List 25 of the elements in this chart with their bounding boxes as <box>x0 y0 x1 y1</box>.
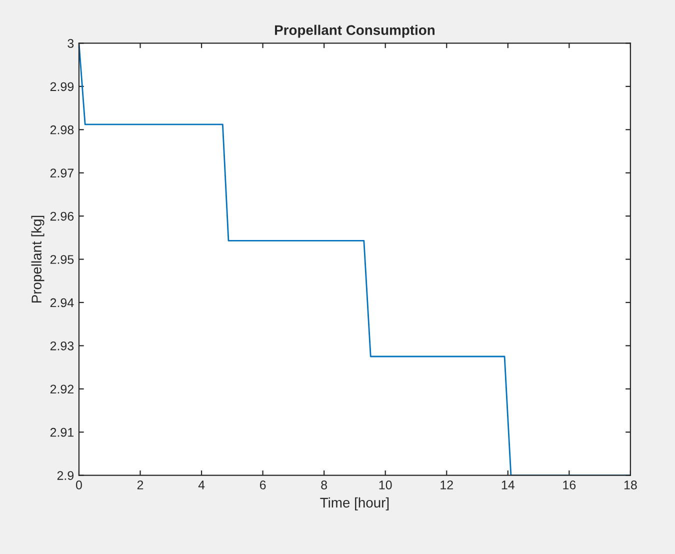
chart-title: Propellant Consumption <box>275 24 434 38</box>
y-tick-label: 2.98 <box>50 125 74 134</box>
x-tick-label: 16 <box>563 480 576 490</box>
y-tick-label: 2.96 <box>50 212 74 221</box>
x-tick-label: 0 <box>76 480 82 490</box>
y-tick-label: 2.99 <box>50 82 74 92</box>
y-tick-label: 2.91 <box>50 428 74 437</box>
x-tick-label: 12 <box>440 480 453 490</box>
y-tick-label: 2.94 <box>50 298 74 308</box>
y-tick-label: 2.95 <box>50 255 74 264</box>
x-tick-label: 14 <box>502 480 514 490</box>
x-tick-label: 18 <box>624 480 637 490</box>
x-tick-label: 10 <box>379 480 392 490</box>
x-axis-title: Time [hour] <box>320 497 389 510</box>
y-tick-label: 2.93 <box>50 341 74 350</box>
y-tick-label: 2.9 <box>57 471 74 480</box>
x-tick-label: 2 <box>137 480 144 490</box>
line-series <box>78 43 630 476</box>
y-axis-title: Propellant [kg] <box>31 216 44 303</box>
y-tick-label: 2.92 <box>50 384 74 394</box>
x-tick-label: 4 <box>198 480 205 490</box>
x-tick-label: 8 <box>321 480 328 490</box>
y-tick-label: 2.97 <box>50 168 74 178</box>
y-tick-label: 3 <box>68 39 74 48</box>
x-tick-label: 6 <box>260 480 266 490</box>
